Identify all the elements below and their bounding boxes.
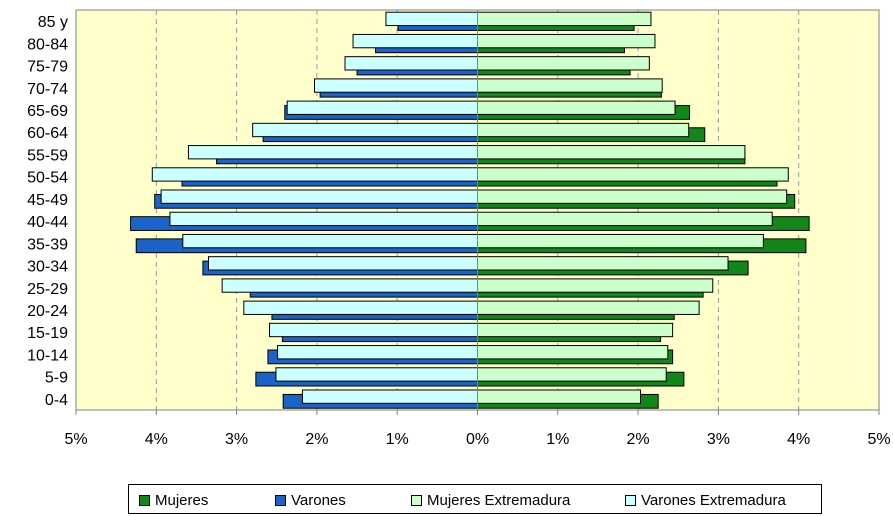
bar-varones-extremadura-0-4 [301,389,479,404]
x-tick-label: 3% [707,431,730,448]
bar-mujeres-extremadura-55-59 [477,145,746,160]
legend-item-varones: Varones [275,491,346,509]
bar-varones-extremadura-80-84 [352,33,478,49]
legend-item-mujeres: Mujeres [139,491,208,509]
bar-mujeres-extremadura-85y [477,11,652,27]
x-tick-label: 4% [787,431,810,448]
legend-label-mujeres-extremadura: Mujeres Extremadura [427,491,571,509]
x-tick-label: 1% [386,431,409,448]
bar-mujeres-extremadura-80-84 [477,33,656,49]
bar-mujeres-extremadura-15-19 [477,322,674,338]
legend-swatch-mujeres [139,494,150,506]
y-tick-label: 20-24 [27,303,68,320]
bar-mujeres-extremadura-65-69 [477,100,676,115]
bar-varones-extremadura-70-74 [313,78,478,93]
bar-mujeres-extremadura-0-4 [477,389,642,404]
bar-mujeres-extremadura-10-14 [477,345,669,360]
y-tick-label: 5-9 [45,370,68,387]
bar-mujeres-extremadura-60-64 [477,122,690,138]
y-tick-label: 40-44 [27,214,68,231]
x-tick-label: 3% [225,431,248,448]
bar-mujeres-extremadura-35-39 [477,233,764,249]
bar-varones-extremadura-60-64 [252,122,478,138]
legend: Mujeres Varones Mujeres Extremadura Varo… [128,484,822,514]
legend-swatch-mujeres-extremadura [411,494,422,506]
x-tick-label: 2% [305,431,328,448]
bar-varones-extremadura-10-14 [277,345,479,360]
bar-mujeres-extremadura-40-44 [477,211,773,227]
bars-group [130,10,810,410]
bar-varones-extremadura-20-24 [243,300,478,315]
x-axis-ticks: 5% 4% 3% 2% 1% 0% 1% 2% 3% 4% 5% [64,410,891,448]
legend-item-mujeres-extremadura: Mujeres Extremadura [411,491,570,509]
y-tick-label: 70-74 [27,81,68,98]
bar-mujeres-extremadura-45-49 [477,189,788,204]
legend-item-varones-extremadura: Varones Extremadura [625,491,786,509]
legend-label-mujeres: Mujeres [155,491,209,509]
bar-varones-extremadura-40-44 [169,211,479,227]
bar-varones-extremadura-85y [385,11,479,27]
y-tick-label: 55-59 [27,147,68,164]
bar-mujeres-extremadura-50-54 [477,167,789,182]
legend-label-varones-extremadura: Varones Extremadura [641,491,786,509]
x-tick-label: 4% [145,431,168,448]
y-tick-label: 65-69 [27,103,68,120]
y-tick-label: 75-79 [27,59,68,76]
y-axis-labels: 0-4 5-9 10-14 15-19 20-24 25-29 30-34 35-39 40-4… [27,14,68,409]
x-tick-label: 1% [546,431,569,448]
bar-varones-extremadura-75-79 [344,56,478,71]
y-tick-label: 50-54 [27,170,68,187]
bar-mujeres-extremadura-20-24 [477,300,700,315]
bar-varones-extremadura-30-34 [207,256,478,271]
x-tick-label: 5% [64,431,87,448]
y-tick-label: 85 y [38,14,68,31]
y-tick-label: 15-19 [27,325,68,342]
bar-varones-extremadura-50-54 [151,167,478,182]
x-tick-label: 2% [627,431,650,448]
bar-mujeres-extremadura-75-79 [477,56,650,71]
y-tick-label: 45-49 [27,192,68,209]
y-tick-label: 60-64 [27,125,68,142]
bar-varones-extremadura-5-9 [275,367,478,382]
bar-varones-extremadura-65-69 [286,100,478,115]
legend-label-varones: Varones [291,491,346,509]
legend-swatch-varones [275,494,286,506]
y-tick-label: 35-39 [27,236,68,253]
bar-varones-extremadura-35-39 [182,233,478,249]
legend-swatch-varones-extremadura [625,494,636,506]
bar-varones-extremadura-45-49 [160,189,478,204]
bar-mujeres-extremadura-5-9 [477,367,667,382]
y-tick-label: 25-29 [27,281,68,298]
y-tick-label: 10-14 [27,347,68,364]
x-tick-label: 5% [867,431,890,448]
bar-mujeres-extremadura-25-29 [477,278,714,293]
y-tick-label: 0-4 [45,392,68,409]
bar-varones-extremadura-55-59 [187,145,478,160]
y-tick-label: 30-34 [27,259,68,276]
bar-varones-extremadura-15-19 [269,322,479,338]
y-tick-label: 80-84 [27,36,68,53]
plot-border [75,9,880,411]
grid-lines [155,10,800,410]
bar-mujeres-extremadura-30-34 [477,256,729,271]
bar-mujeres-extremadura-70-74 [477,78,663,93]
bar-varones-extremadura-25-29 [221,278,478,293]
x-tick-label: 0% [466,431,489,448]
